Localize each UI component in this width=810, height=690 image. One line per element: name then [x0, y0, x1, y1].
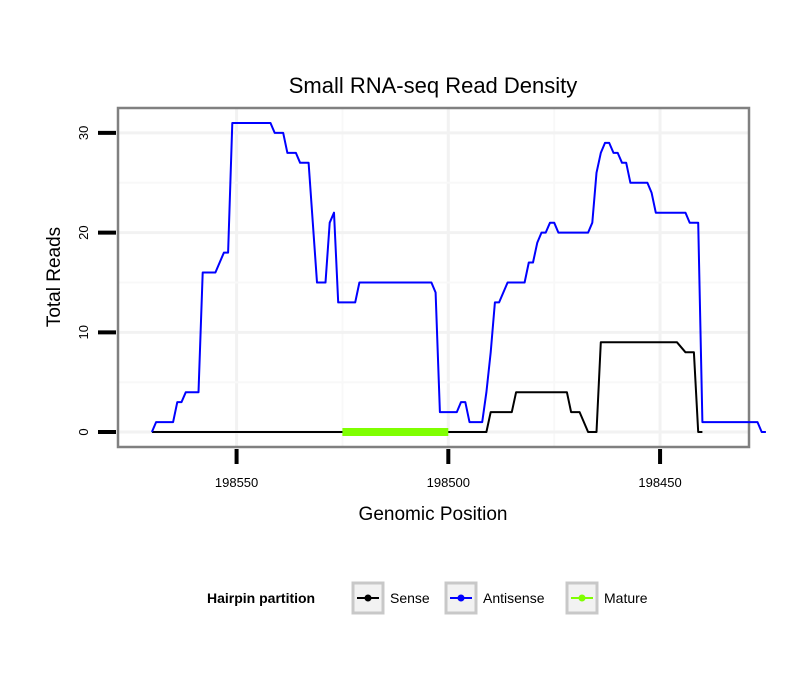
legend-entry-antisense: Antisense — [444, 581, 545, 615]
legend-key-point — [457, 594, 465, 602]
y-tick-label: 0 — [76, 428, 91, 435]
legend-entry-sense: Sense — [351, 581, 430, 615]
legend-title: Hairpin partition — [207, 590, 315, 606]
y-tick-label: 20 — [76, 225, 91, 239]
axes: 198550 198500 198450 0 10 20 30 — [76, 126, 682, 490]
legend-entry-mature: Mature — [565, 581, 648, 615]
legend-label-antisense: Antisense — [483, 590, 545, 606]
x-tick-label: 198450 — [638, 475, 681, 490]
y-tick-label: 30 — [76, 126, 91, 140]
legend-key-point — [578, 594, 586, 602]
x-axis-title: Genomic Position — [359, 504, 508, 525]
grid — [118, 108, 749, 447]
legend-key-point — [364, 594, 372, 602]
legend-label-mature: Mature — [604, 590, 648, 606]
plot-panel-border — [116, 106, 751, 449]
y-tick-label: 10 — [76, 325, 91, 339]
chart-title: Small RNA-seq Read Density — [289, 73, 578, 98]
legend-label-sense: Sense — [390, 590, 430, 606]
series-line-sense — [151, 341, 703, 433]
y-axis-title: Total Reads — [44, 227, 65, 327]
x-tick-label: 198550 — [215, 475, 258, 490]
legend: Hairpin partition Sense Antisense Mature — [207, 581, 648, 615]
series-line-antisense — [150, 122, 766, 433]
x-tick-label: 198500 — [427, 475, 470, 490]
series-layer — [150, 122, 766, 436]
